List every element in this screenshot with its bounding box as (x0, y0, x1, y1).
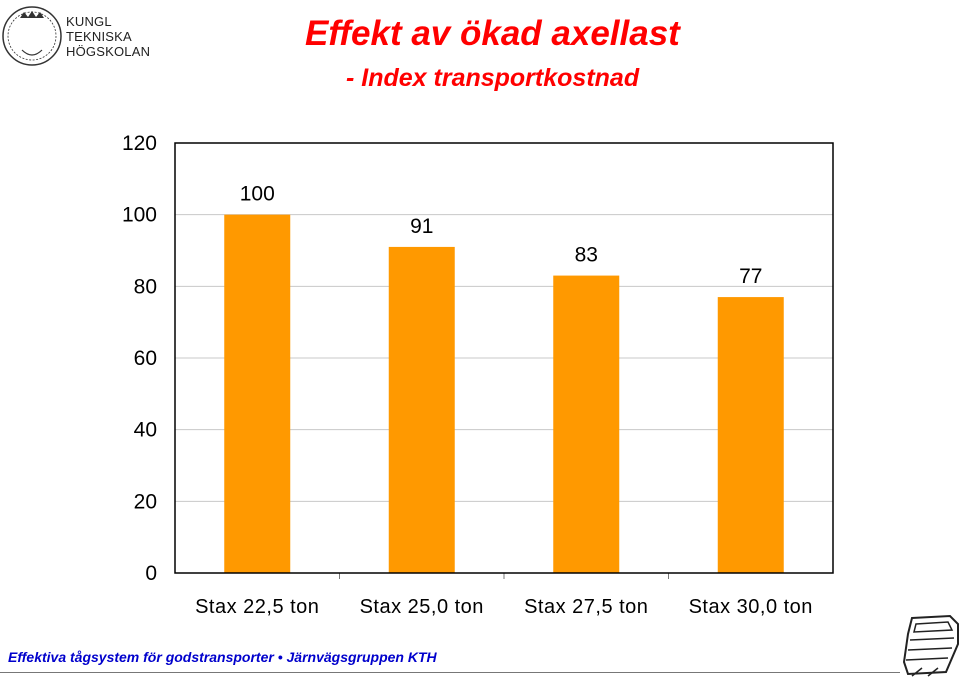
bar (553, 275, 620, 573)
y-tick-label: 0 (145, 562, 157, 585)
logo-line-1: KUNGL (66, 14, 112, 29)
data-label: 100 (240, 183, 275, 206)
footer-text: Effektiva tågsystem för godstransporter … (8, 649, 437, 665)
category-label: Stax 22,5 ton (195, 596, 319, 618)
data-label: 91 (410, 215, 433, 238)
y-tick-label: 40 (134, 419, 157, 442)
bar (224, 214, 291, 573)
y-tick-label: 80 (134, 275, 157, 298)
page-subtitle: - Index transportkostnad (346, 64, 640, 92)
logo-line-2: TEKNISKA (66, 29, 132, 44)
kth-logo (2, 6, 62, 66)
category-label: Stax 27,5 ton (524, 596, 648, 618)
data-label: 83 (575, 244, 598, 267)
y-tick-label: 120 (122, 132, 157, 155)
y-tick-label: 60 (134, 347, 157, 370)
footer-divider (0, 672, 900, 673)
logo-line-3: HÖGSKOLAN (66, 44, 151, 59)
category-label: Stax 25,0 ton (360, 596, 484, 618)
kth-logo-text: KUNGL TEKNISKA HÖGSKOLAN (66, 14, 150, 59)
plot-frame (174, 142, 834, 574)
page-title: Effekt av ökad axellast (305, 14, 680, 53)
bar (717, 297, 784, 573)
bar (388, 246, 455, 573)
data-label: 77 (739, 265, 762, 288)
y-tick-label: 20 (134, 490, 157, 513)
category-label: Stax 30,0 ton (689, 596, 813, 618)
y-tick-label: 100 (122, 204, 157, 227)
train-icon (902, 614, 959, 677)
